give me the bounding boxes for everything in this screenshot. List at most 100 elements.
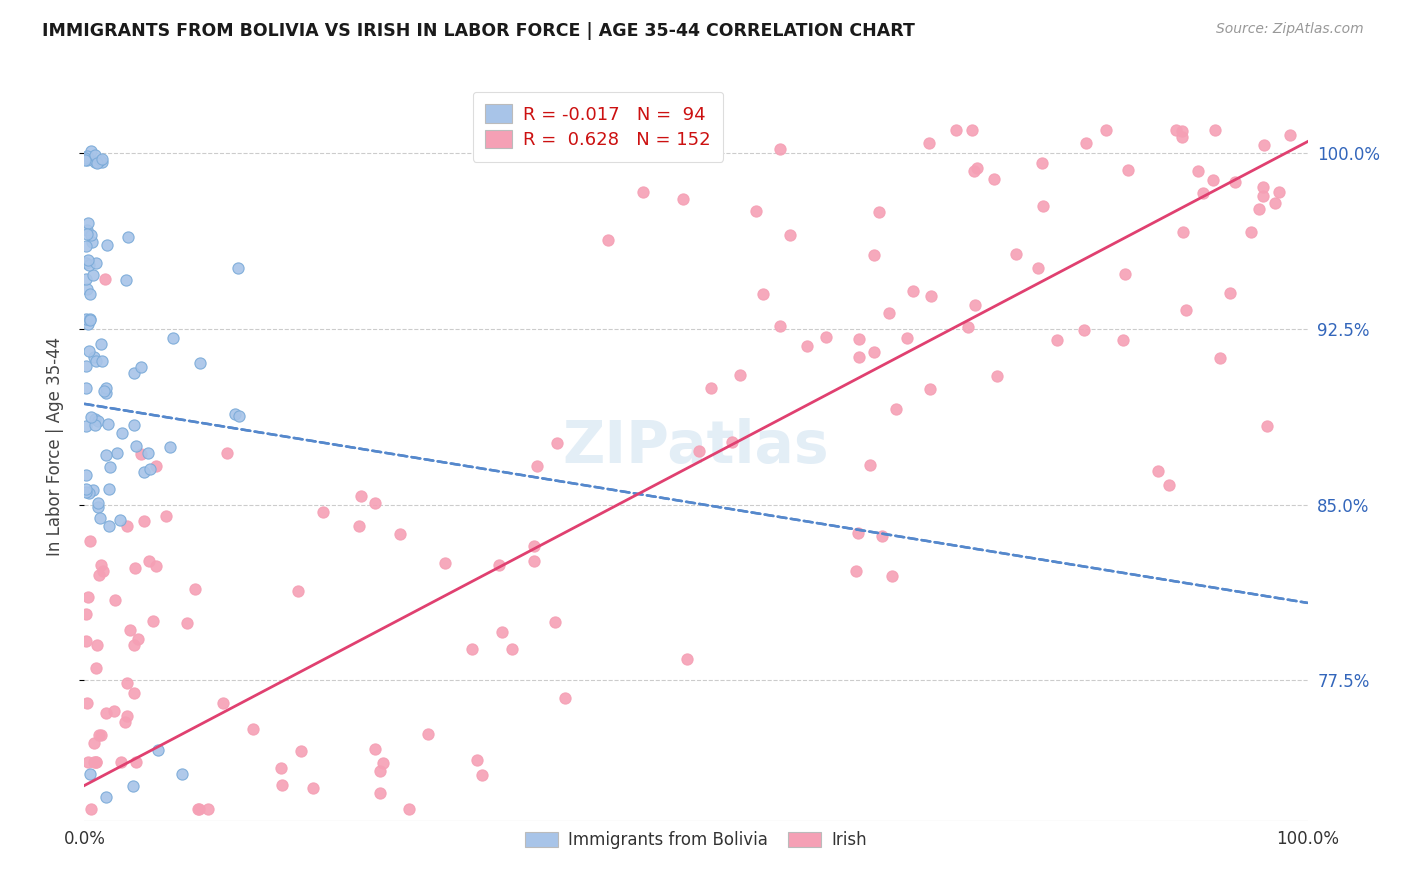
Point <box>1170 129 1192 144</box>
Point <box>79 313 101 327</box>
Point <box>957 320 980 334</box>
Point <box>523 554 546 568</box>
Point <box>1204 123 1226 137</box>
Point <box>1223 175 1246 189</box>
Point <box>554 690 576 705</box>
Point <box>188 356 211 370</box>
Point <box>79 533 101 548</box>
Point <box>155 509 177 524</box>
Point <box>945 123 967 137</box>
Point <box>77 344 100 359</box>
Point <box>1159 478 1181 492</box>
Point <box>84 412 107 426</box>
Point <box>89 153 111 168</box>
Point <box>145 558 167 573</box>
Point <box>84 417 107 432</box>
Point <box>114 715 136 730</box>
Point <box>96 386 118 401</box>
Point <box>146 743 169 757</box>
Point <box>76 696 98 710</box>
Point <box>986 368 1008 383</box>
Point <box>398 802 420 816</box>
Point <box>433 556 456 570</box>
Point <box>94 381 117 395</box>
Point <box>76 149 98 163</box>
Point <box>115 709 138 723</box>
Point <box>73 153 96 168</box>
Point <box>75 256 97 270</box>
Point <box>1187 163 1209 178</box>
Point <box>290 744 312 758</box>
Point <box>184 582 207 596</box>
Point <box>90 558 112 572</box>
Point <box>1279 128 1302 142</box>
Point <box>1251 189 1274 203</box>
Point <box>103 704 125 718</box>
Point <box>868 204 890 219</box>
Point <box>491 625 513 640</box>
Point <box>86 638 108 652</box>
Point <box>104 592 127 607</box>
Point <box>1267 186 1289 200</box>
Point <box>368 764 391 779</box>
Point <box>370 786 392 800</box>
Point <box>89 567 111 582</box>
Point <box>94 706 117 720</box>
Point <box>75 359 97 373</box>
Point <box>364 742 387 756</box>
Point <box>77 258 100 272</box>
Point <box>122 686 145 700</box>
Point <box>848 351 870 365</box>
Point <box>75 634 97 648</box>
Point <box>115 676 138 690</box>
Point <box>98 459 121 474</box>
Point <box>76 317 98 331</box>
Point <box>91 152 114 166</box>
Point <box>1116 163 1139 178</box>
Point <box>84 755 107 769</box>
Point <box>796 339 818 353</box>
Point <box>501 641 523 656</box>
Point <box>966 161 988 176</box>
Point <box>1005 247 1028 261</box>
Point <box>107 446 129 460</box>
Point <box>79 287 101 301</box>
Point <box>89 510 111 524</box>
Point <box>145 458 167 473</box>
Point <box>1164 123 1187 137</box>
Point <box>98 518 121 533</box>
Point <box>1173 225 1195 239</box>
Point <box>1253 138 1275 153</box>
Point <box>651 142 673 156</box>
Point <box>271 778 294 792</box>
Point <box>675 652 697 666</box>
Point <box>312 505 335 519</box>
Point <box>1026 261 1049 276</box>
Point <box>82 483 104 497</box>
Point <box>1192 186 1215 200</box>
Point <box>76 153 98 167</box>
Point <box>87 414 110 428</box>
Point <box>1219 285 1241 300</box>
Point <box>1074 136 1097 151</box>
Point <box>1031 156 1053 170</box>
Point <box>172 766 194 780</box>
Point <box>75 381 97 395</box>
Point <box>700 381 723 395</box>
Point <box>87 728 110 742</box>
Point <box>124 439 146 453</box>
Point <box>77 485 100 500</box>
Point <box>84 256 107 270</box>
Point <box>779 228 801 243</box>
Point <box>523 539 546 553</box>
Point <box>388 527 411 541</box>
Point <box>859 458 882 472</box>
Point <box>87 496 110 510</box>
Point <box>125 755 148 769</box>
Point <box>93 272 115 286</box>
Point <box>1045 333 1067 347</box>
Point <box>122 366 145 380</box>
Point <box>465 753 488 767</box>
Point <box>129 359 152 374</box>
Point <box>86 155 108 169</box>
